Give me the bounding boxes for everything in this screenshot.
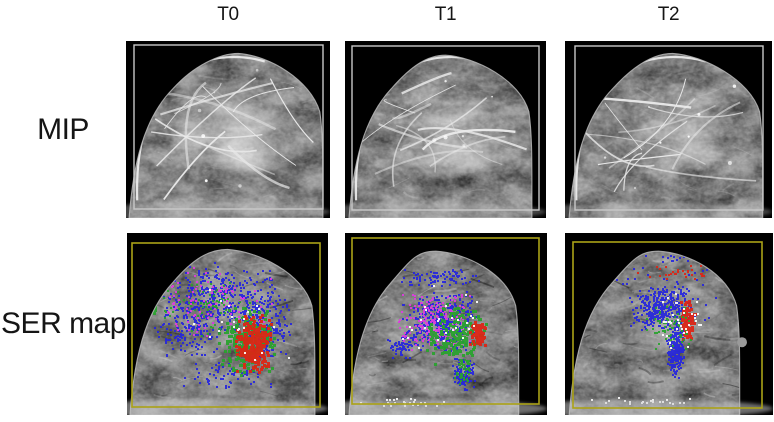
row-label-mip: MIP xyxy=(37,112,89,146)
column-header-t0: T0 xyxy=(217,4,239,25)
ser-map-image-t1 xyxy=(345,233,547,415)
ser-map-image-t0 xyxy=(127,233,328,415)
ser-map-image-t2 xyxy=(565,233,773,415)
column-header-t1: T1 xyxy=(434,4,457,25)
mip-image-t1 xyxy=(345,41,546,218)
mip-image-t2 xyxy=(565,41,772,218)
mip-image-t0 xyxy=(126,41,330,218)
column-header-t2: T2 xyxy=(657,4,680,25)
row-label-ser-map: SER map xyxy=(1,307,126,340)
